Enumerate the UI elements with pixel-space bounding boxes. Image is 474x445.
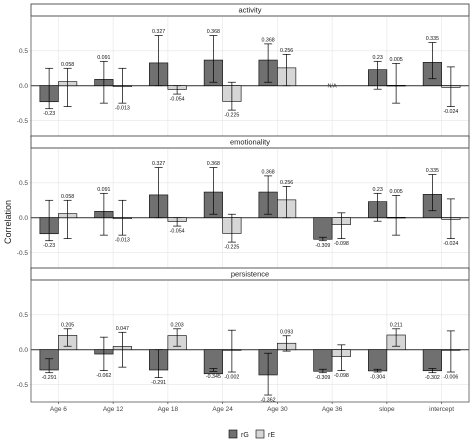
panel-title: emotionality — [230, 138, 270, 147]
panel-persistence: persistence -0.5 0.0 0.5 -0.291 0.205 -0.062 0.… — [17, 267, 470, 404]
panel-title: persistence — [231, 270, 269, 279]
data-label: -0.098 — [334, 373, 349, 379]
data-label: 0.335 — [426, 168, 439, 174]
data-label: 0.047 — [116, 326, 129, 332]
data-label: -0.23 — [43, 111, 55, 117]
data-label: 0.205 — [61, 322, 74, 328]
data-label: -0.309 — [315, 243, 330, 249]
data-label: 0.058 — [61, 62, 74, 68]
y-tick-label: 0.5 — [19, 48, 28, 55]
data-label: 0.23 — [372, 55, 382, 61]
y-axis-title: Correlation — [3, 200, 13, 244]
data-label: -0.098 — [334, 241, 349, 247]
panel-border — [30, 147, 470, 271]
data-label: -0.309 — [315, 375, 330, 381]
data-label: 0.211 — [390, 322, 403, 328]
data-label: -0.013 — [115, 238, 130, 244]
panel-border — [30, 15, 470, 139]
data-label: -0.024 — [443, 109, 458, 115]
data-label: 0.23 — [372, 187, 382, 193]
x-tick-label: slope — [379, 406, 395, 413]
data-label: -0.062 — [96, 373, 111, 379]
panel-border — [30, 279, 470, 403]
y-tick-label: 0.0 — [19, 347, 28, 354]
bar-rG-slope — [368, 349, 388, 372]
data-label: 0.058 — [61, 194, 74, 200]
panel-title: activity — [239, 6, 262, 15]
bar-rG-age-36 — [313, 349, 333, 372]
data-label: -0.013 — [115, 106, 130, 112]
y-tick-label: -0.5 — [17, 250, 29, 257]
data-label: 0.335 — [426, 36, 439, 42]
data-label: -0.002 — [224, 375, 239, 381]
data-label: -0.302 — [425, 375, 440, 381]
data-label: 0.256 — [280, 48, 293, 54]
data-label: -0.345 — [206, 374, 221, 380]
bar-rG-age-36 — [313, 217, 333, 240]
data-label: 0.091 — [97, 187, 110, 193]
y-tick-label: 0.0 — [19, 83, 28, 90]
panel-activity: activity -0.5 0.0 0.5 -0.23 0.058 0.091 -0.013 0… — [17, 3, 470, 139]
x-tick-label: Age 12 — [103, 406, 124, 413]
data-label: -0.054 — [170, 97, 185, 103]
data-label: -0.225 — [224, 113, 239, 119]
data-label: -0.006 — [443, 375, 458, 381]
data-label: 0.327 — [152, 161, 165, 167]
data-label: -0.024 — [443, 241, 458, 247]
data-label: -0.23 — [43, 243, 55, 249]
x-tick-label: Age 18 — [158, 406, 179, 413]
y-tick-label: 0.5 — [19, 312, 28, 319]
data-label: -0.291 — [151, 380, 166, 386]
y-tick-label: 0.5 — [19, 180, 28, 187]
legend-swatch-re — [255, 429, 265, 439]
bar-rG-age-24 — [203, 349, 223, 375]
panels-group: activity -0.5 0.0 0.5 -0.23 0.058 0.091 -0.013 0… — [17, 3, 470, 404]
x-tick-label: Age 24 — [212, 406, 233, 413]
data-label: 0.368 — [261, 169, 274, 175]
data-label: -0.304 — [370, 375, 385, 381]
y-tick-label: -0.5 — [17, 118, 29, 125]
legend: rG rE — [228, 429, 275, 439]
data-label: -0.054 — [170, 229, 185, 235]
data-label: -0.225 — [224, 245, 239, 251]
x-tick-label: Age 30 — [267, 406, 288, 413]
y-tick-label: -0.5 — [17, 382, 29, 389]
x-axis: Age 6 Age 12 Age 18 Age 24 Age 30 Age 36 slope… — [50, 402, 454, 413]
data-label: 0.368 — [261, 37, 274, 43]
data-label: 0.327 — [152, 29, 165, 35]
x-tick-label: Age 36 — [322, 406, 343, 413]
x-tick-label: intercept — [429, 406, 454, 413]
data-label: 0.093 — [280, 329, 293, 335]
y-tick-label: 0.0 — [19, 215, 28, 222]
legend-label-re: rE — [268, 432, 275, 439]
x-tick-label: Age 6 — [50, 406, 67, 413]
data-label: 0.368 — [207, 161, 220, 167]
legend-label-rg: rG — [241, 432, 249, 439]
data-label: 0.005 — [389, 57, 402, 63]
data-label: 0.256 — [280, 180, 293, 186]
panel-emotionality: emotionality -0.5 0.0 0.5 -0.23 0.058 0.091 -0.… — [17, 135, 470, 271]
data-label: 0.005 — [389, 189, 402, 195]
data-label: -0.291 — [42, 375, 57, 381]
data-label: 0.203 — [170, 322, 183, 328]
legend-swatch-rg — [228, 429, 238, 439]
na-label: N/A — [328, 84, 338, 90]
data-label: -0.362 — [261, 398, 276, 404]
bar-rG-intercept — [422, 349, 442, 372]
data-label: 0.368 — [207, 29, 220, 35]
data-label: 0.091 — [97, 55, 110, 61]
